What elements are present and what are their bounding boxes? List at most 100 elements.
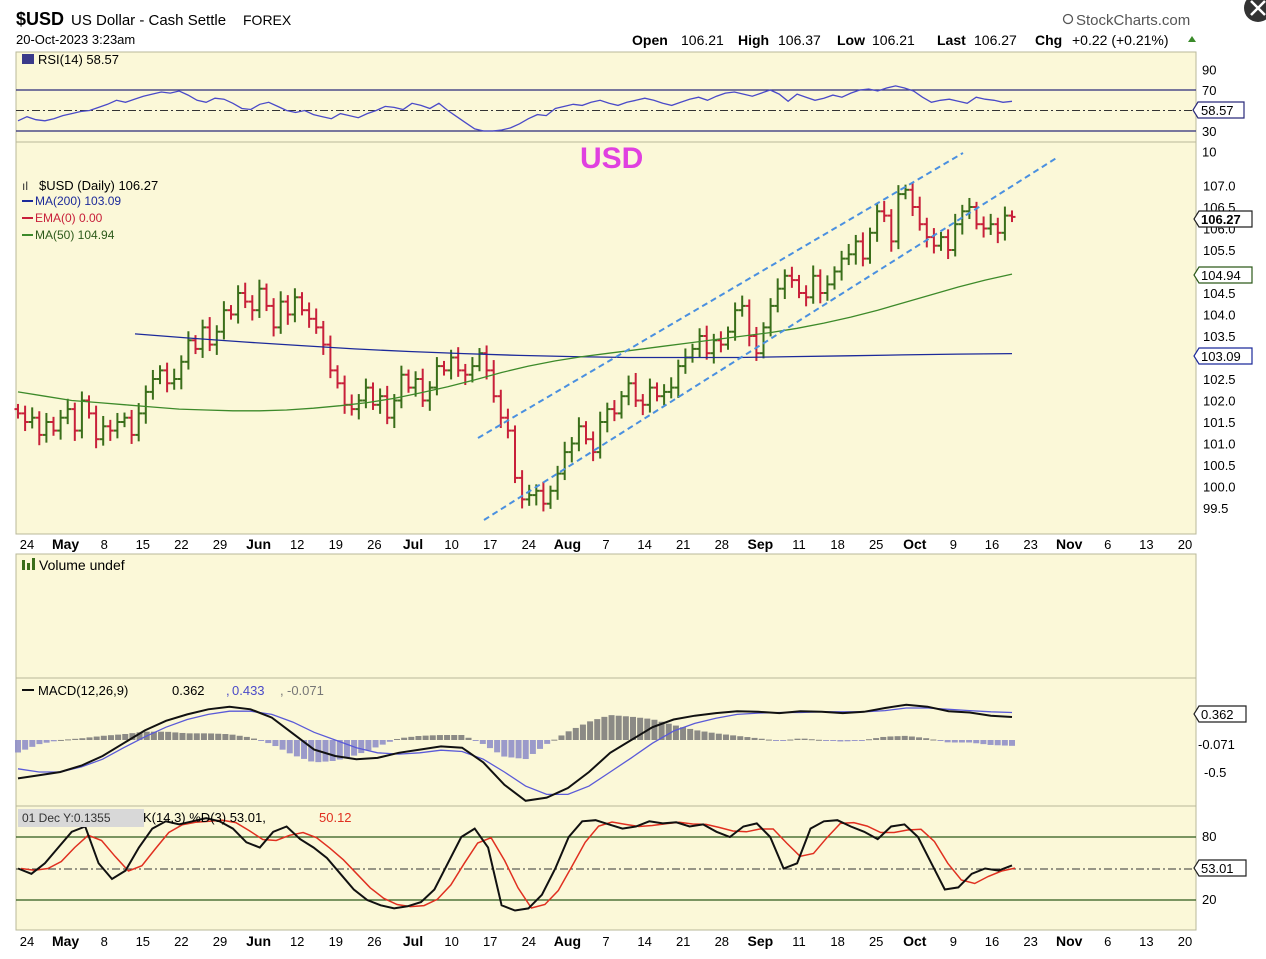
macd-hist-tag-text: -0.071 [1198,737,1235,752]
macd-hist-bar [801,738,808,740]
price-bar [909,182,917,217]
macd-hist-bar [186,733,193,740]
rsi-value-tag: 58.57 [1192,101,1245,119]
date-tick-label: 10 [444,934,458,949]
macd-tick-neg: -0.5 [1204,765,1226,780]
macd-hist-bar [844,740,851,742]
price-bar [603,402,611,433]
price-bar [113,412,121,439]
macd-hist-bar [100,735,107,740]
price-bar [618,391,625,419]
date-tick-label: 28 [715,537,729,552]
macd-hist-bar [973,740,980,744]
date-tick-label: 6 [1104,537,1111,552]
date-tick-label: 29 [213,934,227,949]
macd-hist-bar [558,735,565,740]
price-tick-label: 101.0 [1203,437,1236,452]
macd-hist-bar [93,736,100,740]
macd-hist-bar [923,738,930,740]
date-tick-label: 25 [869,537,883,552]
price-bar [760,322,767,359]
rsi-tick-label: 90 [1202,63,1216,78]
price-bar [85,395,93,419]
rsi-tag-text: 58.57 [1201,103,1234,118]
macd-hist-bar [258,740,265,741]
macd-hist-bar [601,716,608,740]
macd-hist-bar [386,740,393,742]
macd-hist-bar [293,740,300,757]
macd-hist-bar [629,716,636,740]
macd-hist-bar [86,737,93,740]
ma50-legend-text: MA(50) 104.94 [35,228,115,242]
price-bar [21,405,29,432]
price-bar [1001,206,1009,241]
price-bar [461,363,469,386]
price-bar [781,269,789,300]
price-bar [575,417,583,452]
macd-hist-bar [694,730,701,740]
date-tick-label: Oct [903,536,927,552]
macd-hist-bar [486,740,493,749]
date-tick-label: 20 [1178,934,1192,949]
price-bar [795,274,803,299]
macd-value-tag: 0.362 [1193,705,1247,723]
price-bar [582,421,590,445]
price-bar [547,485,554,509]
price-bar [28,407,36,429]
macd-hist-bar [79,738,86,740]
price-bar [696,328,704,358]
price-bar [497,389,505,429]
date-axis-top: 24 May 8 15 22 29 Jun 12 19 26 Jul 10 17 24 Aug 7 14 21 28… [20,536,1192,552]
price-bar [788,266,796,288]
price-bar [752,326,760,361]
macd-hist-bar [65,739,72,741]
stoch-legend-pctd: 50.12 [319,810,352,825]
macd-hist-bar [158,731,165,740]
price-bar [930,228,938,254]
macd-hist-bar [444,735,451,740]
macd-hist-bar [722,734,729,740]
macd-hist-bar [365,740,372,751]
usd-annotation: USD [580,142,643,175]
close-icon[interactable] [1244,0,1266,22]
price-bar [121,412,128,428]
macd-hist-bar [780,740,787,741]
macd-hist-bar [608,715,615,740]
date-tick-label: Jun [246,933,271,949]
price-bar [227,305,235,320]
macd-hist-bar [43,740,50,743]
macd-hist-bar [901,735,908,740]
price-bar [980,216,988,238]
price-bar [71,402,79,441]
macd-hist-bar [472,740,479,741]
low-value: 106.21 [872,32,915,48]
volume-legend-icon [22,560,25,570]
crosshair-readout-box [18,809,144,827]
macd-hist-bar [215,733,222,740]
volume-panel-bg [15,553,1197,679]
macd-hist-bar [751,737,758,740]
volume-panel: Volume undef [15,553,1197,679]
price-tick-label: 104.5 [1203,286,1236,301]
macd-hist-bar [758,738,765,740]
volume-legend-text: Volume undef [39,557,125,573]
date-tick-label: 7 [602,934,609,949]
price-bar [561,441,569,481]
open-label: Open [632,32,668,48]
macd-hist-bar [665,723,672,740]
macd-hist-bar [501,740,508,757]
macd-hist-bar [107,735,114,740]
price-bar [944,229,952,260]
date-tick-label: 28 [715,934,729,949]
macd-hist-bar [301,740,308,759]
macd-hist-bar [994,740,1001,746]
macd-legend-macd: 0.362 [172,683,205,698]
price-tick-label: 102.0 [1203,394,1236,409]
price-bar [468,357,476,383]
macd-hist-bar [322,740,329,762]
chart-date: 20-Oct-2023 3:23am [16,32,135,47]
stoch-tick-80: 80 [1202,829,1216,844]
price-bar [291,288,299,323]
price-bar [923,217,931,248]
